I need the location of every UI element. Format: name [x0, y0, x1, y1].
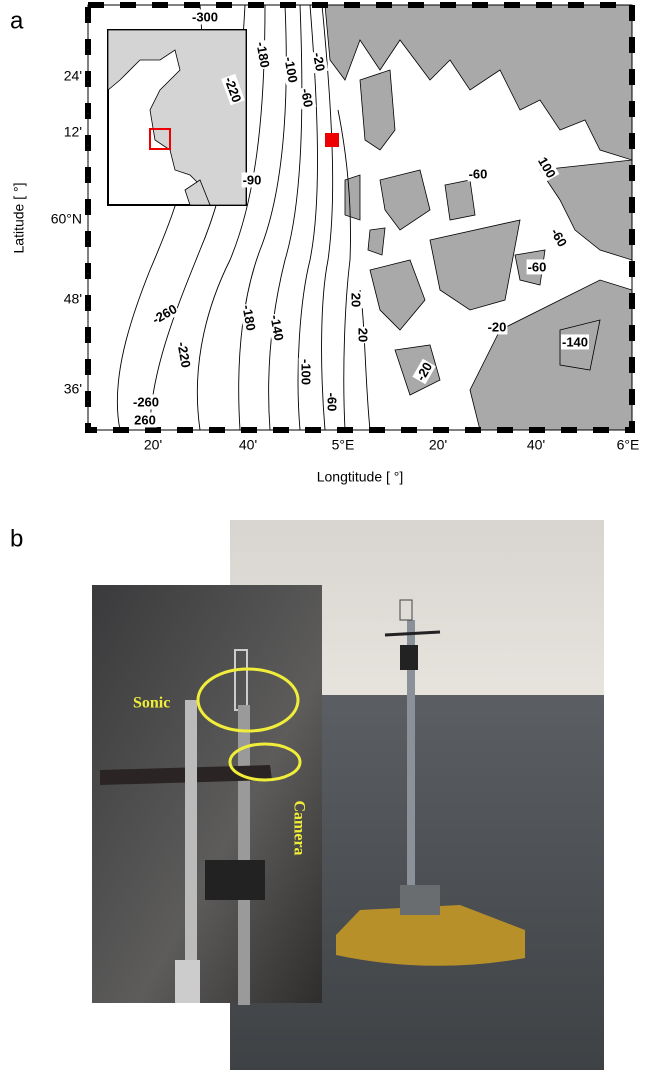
x-tick-label: 20': [429, 437, 447, 453]
x-tick-label: 40': [527, 437, 545, 453]
annotation: Camera: [290, 800, 307, 855]
y-axis-title: Latitude [ °]: [11, 183, 27, 254]
contour-label: -100: [299, 359, 314, 385]
y-tick-label: 12': [64, 124, 82, 140]
contour-label: 260: [134, 412, 156, 427]
contour-label: -60: [325, 393, 340, 412]
y-tick-label: 60°N: [51, 211, 82, 227]
contour-label: -60: [528, 259, 547, 274]
contour-label: -90: [243, 172, 262, 187]
inset-map: [108, 30, 246, 205]
figure: a: [0, 0, 648, 1070]
x-tick-label: 5°E: [332, 437, 355, 453]
x-tick-label: 20': [144, 437, 162, 453]
y-tick-label: 36': [64, 381, 82, 397]
contour-label: 20: [349, 293, 364, 307]
y-tick-label: 24': [64, 68, 82, 84]
x-axis-title: Longtitude [ °]: [317, 469, 404, 485]
contour-label: -300: [192, 9, 218, 24]
contour-label: -140: [562, 334, 588, 349]
contour-label: -260: [133, 394, 159, 409]
y-tick-label: 48': [64, 291, 82, 307]
panel-label: a: [10, 7, 24, 34]
contour-label: -20: [488, 319, 507, 334]
panel-label: b: [10, 525, 23, 552]
x-tick-label: 6°E: [617, 437, 640, 453]
detail-photo: Sonic Camera: [92, 585, 322, 1005]
contour-label: -60: [469, 166, 488, 181]
contour-label: 20: [356, 328, 371, 342]
annotation: Sonic: [133, 695, 170, 712]
x-tick-label: 40': [239, 437, 257, 453]
